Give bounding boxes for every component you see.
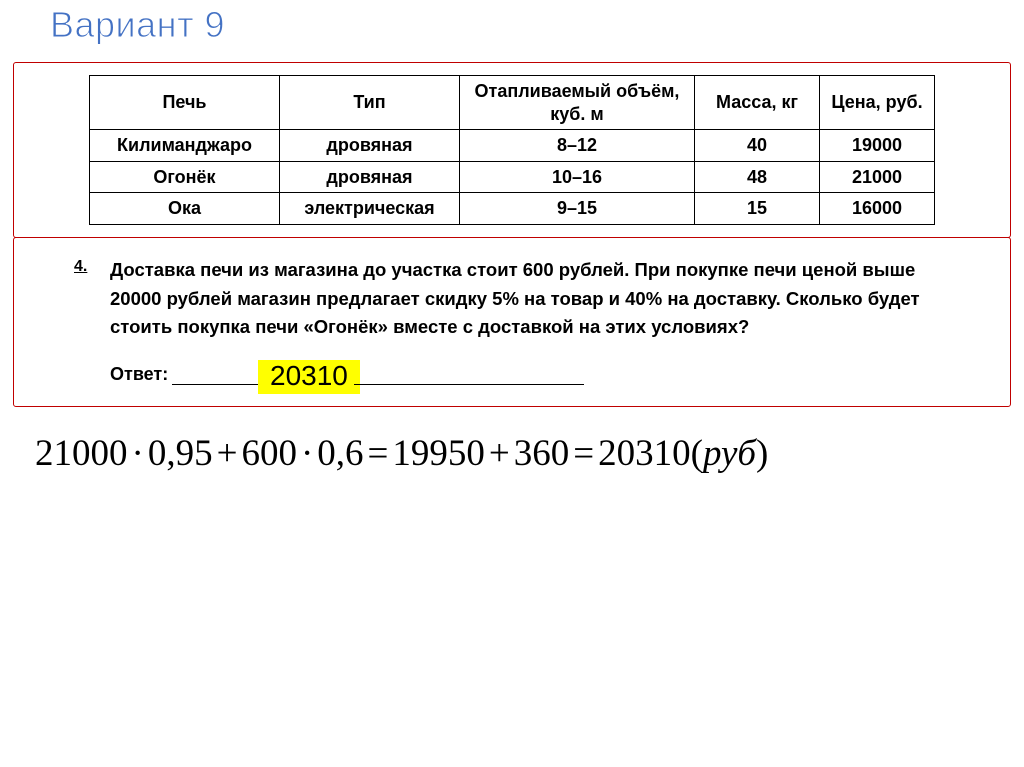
stove-table: Печь Тип Отапливаемый объём, куб. м Масс… [89, 75, 935, 225]
question-number: 4. [74, 258, 87, 276]
solution-equation: 21000·0,95+600·0,6=19950+360=20310(руб) [35, 432, 768, 475]
question-text: Доставка печи из магазина до участка сто… [110, 256, 950, 342]
table-header: Цена, руб. [820, 76, 935, 130]
eq-part: = [569, 433, 598, 474]
table-header-row: Печь Тип Отапливаемый объём, куб. м Масс… [90, 76, 935, 130]
table-cell: 15 [695, 193, 820, 225]
table-cell: 8–12 [460, 130, 695, 162]
eq-part: + [213, 433, 242, 474]
table-cell: 9–15 [460, 193, 695, 225]
answer-underline [172, 384, 262, 385]
table-cell: дровяная [280, 161, 460, 193]
eq-part: = [364, 433, 393, 474]
eq-part: ) [756, 433, 768, 474]
eq-part: 360 [514, 433, 570, 474]
eq-part: 600 [241, 433, 297, 474]
table-header: Масса, кг [695, 76, 820, 130]
variant-title: Вариант 9 [50, 4, 225, 46]
eq-part: 0,95 [148, 433, 213, 474]
answer-underline [354, 384, 584, 385]
eq-part: · [297, 433, 317, 474]
table-cell: Ока [90, 193, 280, 225]
table-header: Отапливаемый объём, куб. м [460, 76, 695, 130]
eq-part: · [128, 433, 148, 474]
table-cell: Килиманджаро [90, 130, 280, 162]
eq-part: ( [691, 433, 703, 474]
eq-part: 20310 [598, 433, 691, 474]
answer-row: Ответ: 20310 [110, 362, 950, 396]
eq-part: + [485, 433, 514, 474]
table-cell: электрическая [280, 193, 460, 225]
table-row: Ока электрическая 9–15 15 16000 [90, 193, 935, 225]
table-header: Тип [280, 76, 460, 130]
table-cell: 19000 [820, 130, 935, 162]
table-cell: 16000 [820, 193, 935, 225]
table-cell: Огонёк [90, 161, 280, 193]
answer-value-highlight: 20310 [258, 360, 360, 394]
eq-part: 21000 [35, 433, 128, 474]
table-header: Печь [90, 76, 280, 130]
table-container: Печь Тип Отапливаемый объём, куб. м Масс… [13, 62, 1011, 238]
question-container: 4. Доставка печи из магазина до участка … [13, 237, 1011, 407]
eq-part: 19950 [392, 433, 485, 474]
table-cell: 21000 [820, 161, 935, 193]
table-row: Килиманджаро дровяная 8–12 40 19000 [90, 130, 935, 162]
eq-unit: руб [703, 433, 756, 474]
answer-label: Ответ: [110, 364, 168, 385]
table-cell: 48 [695, 161, 820, 193]
eq-part: 0,6 [317, 433, 363, 474]
table-cell: дровяная [280, 130, 460, 162]
table-cell: 10–16 [460, 161, 695, 193]
table-cell: 40 [695, 130, 820, 162]
table-row: Огонёк дровяная 10–16 48 21000 [90, 161, 935, 193]
